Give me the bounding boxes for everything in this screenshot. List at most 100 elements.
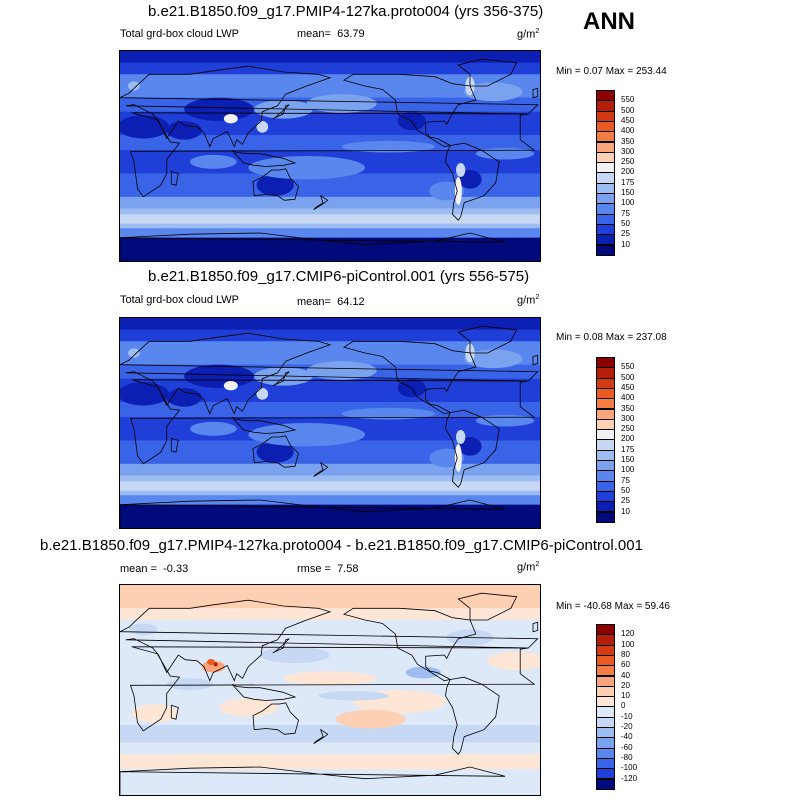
coastline (252, 702, 299, 735)
colorbar-label: 350 (621, 136, 635, 146)
colorbar-label: 400 (621, 126, 635, 136)
colorbar-label: -20 (621, 722, 633, 731)
coastline (313, 194, 329, 211)
panel3-rmse: rmse = 7.58 (297, 563, 358, 575)
coastline (120, 232, 506, 261)
coastline (129, 646, 536, 732)
coastline (272, 638, 290, 654)
panel3-mean-label: mean = (120, 563, 157, 575)
colorbar-label: 300 (621, 146, 635, 156)
colorbar-box (596, 244, 615, 256)
coastline (170, 170, 179, 186)
colorbar-label: 200 (621, 167, 635, 177)
colorbar-label: 10 (621, 691, 630, 701)
panel1-mean-label: mean= (297, 28, 331, 40)
panel3-map (119, 584, 541, 796)
coastline (120, 766, 506, 795)
panel2-minmax: Min = 0.08 Max = 237.08 (556, 332, 667, 343)
coastline (313, 461, 329, 478)
coastline (170, 437, 179, 453)
panel2-mean-label: mean= (297, 296, 331, 308)
unit-exp: 2 (535, 28, 540, 35)
coastline (272, 104, 290, 120)
colorbar-label: -60 (621, 742, 633, 752)
coastline (231, 416, 297, 434)
colorbar-label: 50 (621, 485, 630, 495)
coastline (252, 168, 299, 201)
unit-base: g/m (517, 561, 536, 574)
coastline (231, 683, 297, 701)
panel3-mean-value: -0.33 (163, 563, 189, 575)
unit-base: g/m (517, 294, 536, 307)
panel2-title: b.e21.B1850.f09_g17.CMIP6-piControl.001 … (148, 268, 530, 285)
coastline (532, 621, 539, 633)
season-label: ANN (583, 8, 635, 35)
colorbar-label: 175 (621, 177, 635, 187)
unit-base: g/m (517, 28, 536, 41)
colorbar-label: 450 (621, 382, 635, 392)
unit-exp: 2 (535, 294, 540, 301)
colorbar-label: 150 (621, 455, 635, 464)
colorbar-label: 150 (621, 188, 635, 197)
coastline (120, 65, 539, 148)
coastline (457, 325, 518, 354)
colorbar-label: 25 (621, 229, 630, 239)
coastline (343, 340, 477, 415)
coastline (457, 58, 518, 87)
colorbar-label: -10 (621, 711, 633, 721)
panel3-unit: g/m2 (517, 561, 539, 574)
panel3-title: b.e21.B1850.f09_g17.PMIP4-127ka.proto004… (40, 537, 643, 554)
panel3-mean: mean = -0.33 (120, 563, 188, 575)
panel2-mean-value: 64.12 (337, 296, 365, 308)
panel1-mean-value: 63.79 (337, 28, 365, 40)
panel1-map (119, 50, 541, 262)
panel2-field-label: Total grd-box cloud LWP (120, 294, 240, 306)
colorbar-label: -40 (621, 732, 633, 742)
colorbar-label: 20 (621, 680, 630, 690)
colorbar-label: 120 (621, 629, 635, 639)
colorbar-label: 500 (621, 372, 635, 382)
coastline (272, 371, 290, 387)
panel1-title: b.e21.B1850.f09_g17.PMIP4-127ka.proto004… (148, 3, 544, 20)
colorbar-label: 550 (621, 362, 635, 372)
colorbar-label: 250 (621, 424, 635, 434)
colorbar-label: 400 (621, 393, 635, 403)
coastline (313, 728, 329, 745)
colorbar-label: 250 (621, 157, 635, 167)
colorbar-label: 80 (621, 649, 630, 659)
coastline (129, 112, 536, 198)
colorbar-label: 450 (621, 115, 635, 125)
panel3-rmse-label: rmse = (297, 563, 331, 575)
panel1-mean: mean= 63.79 (297, 28, 365, 40)
colorbar-label: 200 (621, 434, 635, 444)
unit-exp: 2 (535, 561, 540, 568)
colorbar-label: 500 (621, 105, 635, 115)
coastline (445, 142, 500, 221)
colorbar-box (596, 778, 615, 790)
colorbar-label: 10 (621, 239, 630, 249)
coastline (532, 87, 539, 99)
panel3-rmse-value: 7.58 (337, 563, 359, 575)
coastline (457, 592, 518, 621)
coastline (120, 599, 539, 682)
coastline (252, 435, 299, 468)
colorbar-label: 50 (621, 218, 630, 228)
colorbar-label: 175 (621, 444, 635, 454)
panel2-map (119, 317, 541, 529)
coastline (445, 676, 500, 755)
colorbar-label: 75 (621, 475, 630, 485)
coastlines (120, 592, 539, 795)
colorbar-label: 300 (621, 413, 635, 423)
coastline (231, 149, 297, 167)
panel2-unit: g/m2 (517, 294, 539, 307)
coastlines (120, 58, 539, 261)
colorbar-label: 100 (621, 639, 635, 649)
colorbar-label: 100 (621, 198, 635, 208)
colorbar-label: 0 (621, 701, 626, 711)
panel2-mean: mean= 64.12 (297, 296, 365, 308)
coastline (120, 499, 506, 528)
colorbar-label: 25 (621, 496, 630, 506)
colorbar-label: 10 (621, 506, 630, 516)
coastline (343, 73, 477, 148)
coastlines (120, 325, 539, 528)
